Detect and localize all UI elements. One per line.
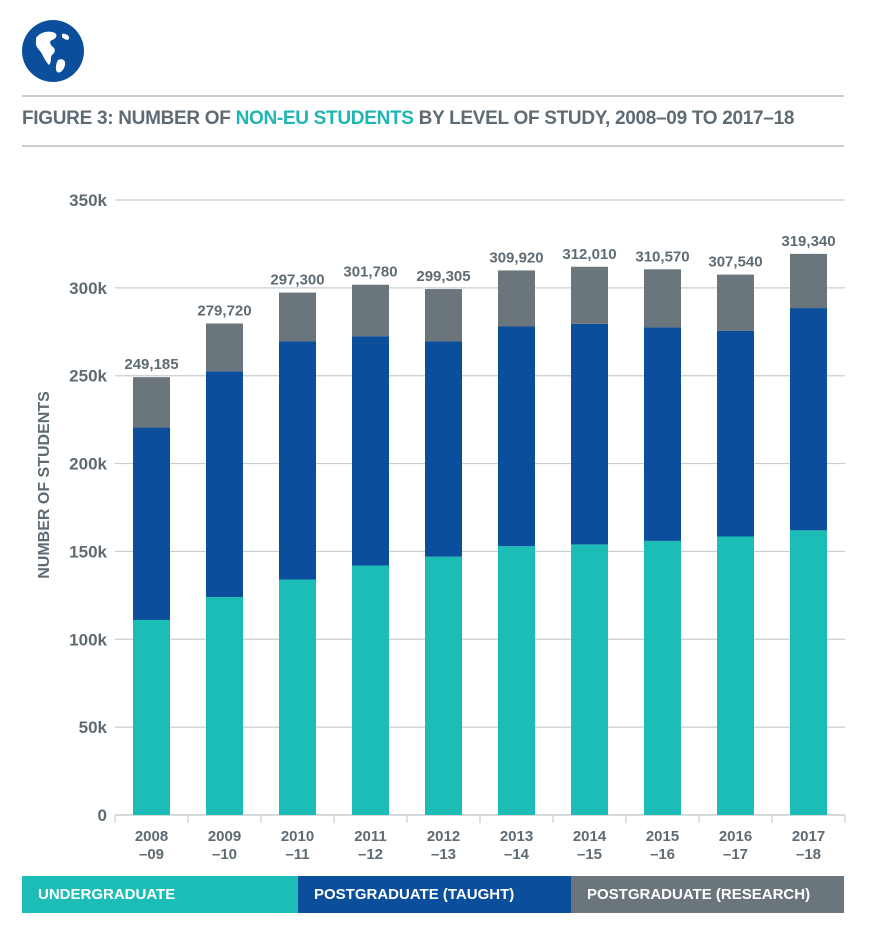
x-tick-label: –18 bbox=[796, 846, 821, 863]
bar-postgraduate-research bbox=[279, 292, 316, 342]
bar-postgraduate-research bbox=[790, 253, 827, 309]
legend-postgraduate-research: POSTGRADUATE (RESEARCH) bbox=[571, 876, 844, 913]
total-label: 319,340 bbox=[781, 233, 835, 250]
bar-postgraduate-taught bbox=[352, 336, 389, 566]
y-tick-label: 150k bbox=[69, 542, 107, 561]
figure-title: FIGURE 3: NUMBER OF NON-EU STUDENTS BY L… bbox=[22, 108, 852, 130]
total-label: 279,720 bbox=[197, 302, 251, 319]
bar-undergraduate bbox=[644, 540, 681, 815]
bar-undergraduate bbox=[790, 530, 827, 815]
legend: UNDERGRADUATE POSTGRADUATE (TAUGHT) POST… bbox=[22, 876, 844, 913]
globe-icon bbox=[22, 20, 84, 82]
title-highlight: NON-EU STUDENTS bbox=[235, 108, 414, 129]
total-label: 310,570 bbox=[635, 248, 689, 265]
title-suffix: BY LEVEL OF STUDY, 2008–09 TO 2017–18 bbox=[413, 108, 795, 129]
x-tick-label: –12 bbox=[358, 846, 383, 863]
bar-undergraduate bbox=[717, 536, 754, 815]
bar-postgraduate-taught bbox=[279, 341, 316, 580]
bar-postgraduate-taught bbox=[498, 326, 535, 547]
x-tick-label: 2016 bbox=[719, 828, 752, 845]
bar-undergraduate bbox=[571, 544, 608, 815]
total-label: 299,305 bbox=[416, 268, 470, 285]
bar-undergraduate bbox=[425, 556, 462, 815]
total-label: 297,300 bbox=[270, 272, 324, 289]
y-tick-label: 0 bbox=[98, 806, 107, 825]
bar-undergraduate bbox=[498, 546, 535, 815]
bar-postgraduate-taught bbox=[206, 371, 243, 598]
total-label: 312,010 bbox=[562, 246, 616, 263]
bar-postgraduate-taught bbox=[644, 327, 681, 541]
x-tick-label: –15 bbox=[577, 846, 602, 863]
y-axis-title: NUMBER OF STUDENTS bbox=[36, 391, 53, 579]
x-tick-label: –13 bbox=[431, 846, 456, 863]
bar-undergraduate bbox=[352, 565, 389, 815]
x-tick-label: –17 bbox=[723, 846, 748, 863]
bar-postgraduate-research bbox=[644, 269, 681, 328]
x-tick-label: 2012 bbox=[427, 828, 460, 845]
title-prefix: FIGURE 3: NUMBER OF bbox=[22, 108, 236, 129]
legend-postgraduate-taught: POSTGRADUATE (TAUGHT) bbox=[298, 876, 571, 913]
x-tick-label: 2015 bbox=[646, 828, 679, 845]
x-tick-label: –09 bbox=[139, 846, 164, 863]
y-tick-label: 50k bbox=[79, 718, 108, 737]
bar-postgraduate-research bbox=[352, 284, 389, 337]
legend-undergraduate: UNDERGRADUATE bbox=[22, 876, 298, 913]
bar-postgraduate-taught bbox=[790, 308, 827, 531]
x-tick-label: –14 bbox=[504, 846, 530, 863]
stacked-bar-chart: 0 50k 100k 150k 200k 250k 300k 350k NUMBER OF ST… bbox=[36, 191, 846, 863]
bar-postgraduate-taught bbox=[133, 427, 170, 620]
x-tick-label: 2017 bbox=[792, 828, 825, 845]
y-tick-label: 200k bbox=[69, 455, 107, 474]
x-tick-label: –10 bbox=[212, 846, 237, 863]
y-tick-label: 300k bbox=[69, 279, 107, 298]
x-tick-label: –11 bbox=[285, 846, 309, 863]
total-label: 249,185 bbox=[124, 356, 178, 373]
x-tick-label: 2008 bbox=[135, 828, 168, 845]
bar-undergraduate bbox=[206, 597, 243, 815]
y-tick-label: 350k bbox=[69, 191, 107, 210]
y-tick-label: 250k bbox=[69, 367, 107, 386]
bar-undergraduate bbox=[133, 619, 170, 815]
bar-postgraduate-research bbox=[425, 289, 462, 342]
bar-postgraduate-research bbox=[498, 270, 535, 327]
x-tick-label: 2013 bbox=[500, 828, 533, 845]
total-label: 301,780 bbox=[343, 264, 397, 281]
x-tick-label: –16 bbox=[650, 846, 675, 863]
x-tick-label: 2014 bbox=[573, 828, 607, 845]
bar-undergraduate bbox=[279, 579, 316, 815]
bar-postgraduate-research bbox=[133, 377, 170, 428]
header-rule-top bbox=[22, 95, 844, 97]
bar-postgraduate-research bbox=[717, 274, 754, 331]
y-tick-label: 100k bbox=[69, 630, 107, 649]
total-label: 307,540 bbox=[708, 254, 762, 271]
total-label: 309,920 bbox=[489, 249, 543, 266]
x-tick-label: 2010 bbox=[281, 828, 314, 845]
bar-postgraduate-taught bbox=[425, 341, 462, 557]
bar-postgraduate-research bbox=[571, 266, 608, 324]
header-rule-bottom bbox=[22, 145, 844, 147]
bar-postgraduate-taught bbox=[717, 330, 754, 537]
x-tick-label: 2011 bbox=[354, 828, 387, 845]
bar-postgraduate-research bbox=[206, 323, 243, 372]
bar-postgraduate-taught bbox=[571, 323, 608, 545]
x-tick-label: 2009 bbox=[208, 828, 241, 845]
